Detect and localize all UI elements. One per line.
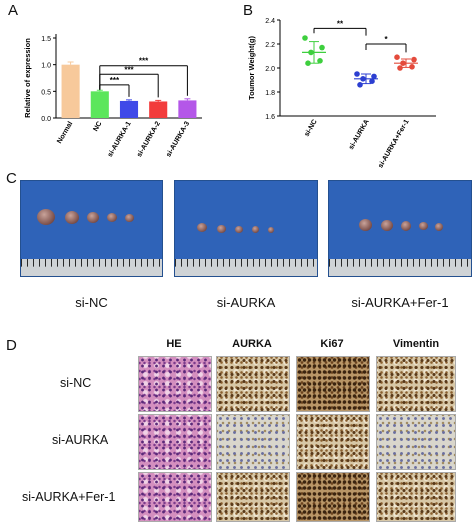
ihc-tile-si-nc-aurka xyxy=(216,356,290,412)
data-point xyxy=(400,60,406,66)
ihc-tile-si-nc-ki67 xyxy=(296,356,370,412)
tumor xyxy=(217,225,226,233)
panel-letter-d: D xyxy=(6,337,17,354)
tumor xyxy=(435,223,443,231)
data-point xyxy=(319,44,325,51)
significance-label: *** xyxy=(139,57,149,66)
ihc-tile-si-aurka-he xyxy=(138,414,212,470)
data-point xyxy=(360,76,366,82)
column-header-he: HE xyxy=(166,338,182,350)
y-tick-label: 1.8 xyxy=(265,90,275,97)
panel-letter-a: A xyxy=(8,2,19,19)
ihc-tile-si-aurka-fer-1-he xyxy=(138,472,212,522)
bar-si-AURKA-1 xyxy=(119,100,139,118)
tumor-photo-si-aurka-fer-1 xyxy=(328,180,472,277)
data-point xyxy=(354,71,360,77)
significance-label: ** xyxy=(337,19,344,28)
photo-label-si-aurka-fer-1: si-AURKA+Fer-1 xyxy=(351,295,449,310)
panel-letter-b: B xyxy=(243,2,254,19)
ihc-tile-si-aurka-fer-1-aurka xyxy=(216,472,290,522)
y-axis-label: Relative of expression xyxy=(23,38,32,118)
tumor xyxy=(381,220,393,231)
y-tick-label: 1.6 xyxy=(265,114,275,121)
y-tick-label: 2.2 xyxy=(265,42,275,49)
ruler xyxy=(175,258,317,276)
ihc-tile-si-aurka-ki67 xyxy=(296,414,370,470)
tumor xyxy=(359,219,372,231)
ihc-tile-si-aurka-aurka xyxy=(216,414,290,470)
ihc-tile-si-aurka-vimentin xyxy=(376,414,456,470)
photo-label-si-aurka: si-AURKA xyxy=(216,295,276,310)
tumor-photo-si-aurka xyxy=(174,180,318,277)
tumor xyxy=(419,222,428,230)
bar-si-AURKA-2 xyxy=(149,101,168,118)
tumor-photo-si-nc xyxy=(20,180,163,277)
x-tick-label: si-NC xyxy=(304,119,319,138)
bar-NC xyxy=(90,91,109,118)
x-tick-label: Normal xyxy=(56,120,74,144)
ihc-tile-si-aurka-fer-1-ki67 xyxy=(296,472,370,522)
tumor xyxy=(65,211,79,224)
row-label-si-aurka: si-AURKA xyxy=(52,433,109,447)
data-point xyxy=(411,56,417,63)
row-label-si-aurka-fer-1: si-AURKA+Fer-1 xyxy=(22,490,116,504)
column-header-ki67: Ki67 xyxy=(320,338,344,350)
y-axis-label: Toumor Weight(g) xyxy=(247,36,256,100)
data-point xyxy=(394,54,400,60)
tumor xyxy=(252,226,259,233)
significance-label: *** xyxy=(124,65,134,74)
tumor xyxy=(87,212,99,223)
y-tick-label: 1.5 xyxy=(41,36,51,43)
tumor xyxy=(235,226,243,233)
x-tick-label: NC xyxy=(92,121,103,133)
ruler xyxy=(329,258,471,276)
bar-chart-relative-expression: 0.0 0.5 1.0 1.5 Relative of expression Normal… xyxy=(23,34,202,158)
photo-label-si-nc: si-NC xyxy=(75,295,108,310)
x-tick-label: si-AURKA+Fer-1 xyxy=(377,118,410,169)
data-point xyxy=(357,82,363,88)
column-header-vimentin: Vimentin xyxy=(392,338,440,350)
data-point xyxy=(397,65,403,71)
y-tick-label: 0.5 xyxy=(41,89,51,96)
column-header-aurka: AURKA xyxy=(232,338,272,350)
bar-si-AURKA-3 xyxy=(178,100,197,118)
data-point xyxy=(308,49,314,56)
x-tick-label: si-AURKA-2 xyxy=(136,120,162,158)
data-point xyxy=(371,73,377,80)
y-tick-label: 1.0 xyxy=(41,63,51,70)
tumor xyxy=(107,213,117,222)
data-point xyxy=(302,35,308,41)
row-label-si-nc: si-NC xyxy=(60,376,92,390)
y-tick-label: 0.0 xyxy=(41,116,51,123)
ihc-tile-si-nc-he xyxy=(138,356,212,412)
ihc-tile-si-nc-vimentin xyxy=(376,356,456,412)
tumor xyxy=(401,221,411,231)
bar-Normal xyxy=(61,64,80,118)
y-tick-label: 2.0 xyxy=(265,66,275,73)
data-point xyxy=(409,64,415,70)
x-tick-label: si-AURKA-3 xyxy=(165,120,191,158)
x-tick-label: si-AURKA xyxy=(348,119,371,151)
significance-label: *** xyxy=(110,76,120,85)
significance-label: * xyxy=(384,35,388,44)
panel-letter-c: C xyxy=(6,170,17,187)
data-point xyxy=(369,78,375,84)
data-point xyxy=(305,60,311,66)
tumor xyxy=(125,214,134,222)
data-point xyxy=(317,58,323,64)
ihc-tile-si-aurka-fer-1-vimentin xyxy=(376,472,456,522)
y-tick-label: 2.4 xyxy=(265,18,275,25)
tumor xyxy=(197,223,207,232)
tumor xyxy=(268,227,274,233)
scatter-chart-tumour-weight: 1.6 1.8 2.0 2.2 2.4 Toumor Weight(g) si-NC si-A… xyxy=(247,18,436,169)
tumor xyxy=(37,209,55,225)
ruler xyxy=(21,258,162,276)
x-tick-label: si-AURKA-1 xyxy=(107,120,133,158)
